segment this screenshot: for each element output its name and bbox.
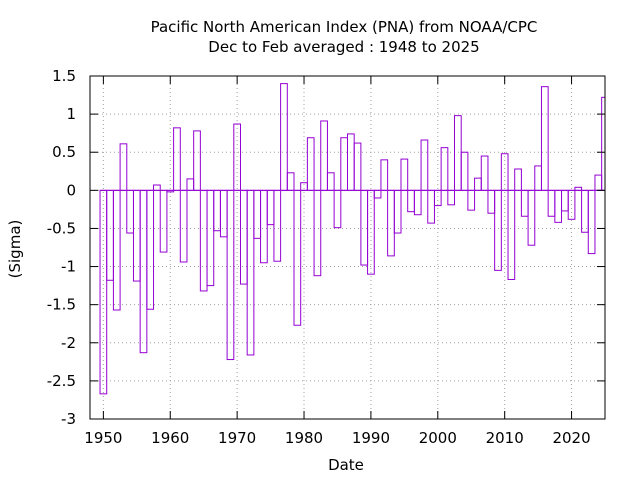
data-bar <box>280 83 288 191</box>
x-tick-label: 1960 <box>151 429 189 447</box>
y-tick-label: -2 <box>61 334 76 352</box>
data-bar <box>420 139 429 191</box>
data-bar <box>601 96 606 191</box>
data-bar <box>487 189 496 214</box>
y-axis-label: (Sigma) <box>6 220 24 279</box>
data-bar <box>300 182 308 191</box>
data-bar <box>387 189 395 257</box>
x-tick-labels: 1950 1960 1970 1980 1990 2000 2010 2020 <box>84 429 590 447</box>
x-tick-label: 1980 <box>285 429 323 447</box>
data-bar <box>547 189 556 217</box>
data-bar <box>447 189 456 206</box>
data-bar <box>480 155 489 191</box>
data-bar <box>407 189 415 213</box>
data-bar <box>173 127 181 191</box>
data-bar <box>213 189 221 232</box>
data-bar <box>494 189 502 271</box>
y-tick-label: -2.5 <box>47 372 76 390</box>
data-bar <box>467 189 476 211</box>
x-tick-label: 1990 <box>352 429 390 447</box>
data-bar <box>427 189 435 224</box>
data-bar <box>126 189 134 234</box>
data-bar <box>561 189 569 212</box>
data-bar <box>153 184 161 191</box>
data-bar <box>266 189 275 226</box>
data-bar <box>594 174 603 191</box>
data-bar <box>159 189 168 253</box>
y-tick-label: -1.5 <box>47 296 76 314</box>
data-bar <box>333 189 342 229</box>
x-tick-label: 1950 <box>84 429 122 447</box>
y-tick-label: 0.5 <box>52 143 76 161</box>
data-bar <box>313 189 322 277</box>
data-bar <box>326 172 335 191</box>
y-tick-label: -3 <box>61 410 76 428</box>
data-bar <box>454 115 462 191</box>
y-tick-label: 1 <box>66 105 76 123</box>
y-tick-label: -0.5 <box>47 219 76 237</box>
data-bar <box>273 189 282 262</box>
data-bar <box>440 147 449 191</box>
data-bar <box>360 189 369 266</box>
data-bar <box>393 189 402 234</box>
data-bar <box>146 189 155 310</box>
x-tick-label: 2000 <box>419 429 457 447</box>
plot-frame <box>89 75 606 420</box>
y-tick-label: 0 <box>66 181 76 199</box>
data-bar <box>246 189 255 356</box>
data-bar <box>460 151 469 191</box>
y-tick-labels: -3 -2.5 -2 -1.5 -1 -0.5 0 0.5 1 1.5 <box>47 67 76 428</box>
data-bars <box>99 83 606 395</box>
chart-subtitle: Dec to Feb averaged : 1948 to 2025 <box>208 38 479 56</box>
data-bar <box>186 178 195 191</box>
data-bar <box>193 130 201 191</box>
data-bar <box>306 137 315 191</box>
data-bar <box>132 189 141 282</box>
data-bar <box>554 189 563 223</box>
data-bar <box>373 189 382 199</box>
data-bar <box>286 172 295 191</box>
data-bar <box>219 189 228 238</box>
data-bar <box>527 189 536 246</box>
data-bar <box>353 142 362 191</box>
data-bar <box>239 189 248 285</box>
data-bar <box>179 189 188 263</box>
data-bar <box>507 189 516 281</box>
data-bar <box>534 165 542 191</box>
data-bar <box>112 189 121 311</box>
data-bar <box>347 133 355 191</box>
data-bar <box>587 189 596 255</box>
x-tick-label: 2010 <box>486 429 524 447</box>
x-tick-label: 1970 <box>218 429 256 447</box>
data-bar <box>320 120 328 191</box>
chart-title: Pacific North American Index (PNA) from … <box>151 18 538 36</box>
data-bar <box>260 189 268 264</box>
x-tick-label: 2020 <box>552 429 590 447</box>
data-bar <box>520 189 529 217</box>
data-bar <box>199 189 208 292</box>
data-bar <box>581 189 589 233</box>
data-bar <box>400 158 409 191</box>
data-bar <box>139 189 148 354</box>
data-bar <box>119 143 128 191</box>
data-bar <box>253 189 262 239</box>
data-bar <box>540 86 549 191</box>
data-bar <box>340 137 348 191</box>
data-bar <box>226 189 235 361</box>
x-axis-label: Date <box>328 456 364 474</box>
data-bar <box>474 177 482 191</box>
data-bar <box>514 168 522 191</box>
data-bar <box>206 189 215 287</box>
data-bar <box>380 159 389 191</box>
y-tick-label: 1.5 <box>52 67 76 85</box>
data-bar <box>413 189 422 216</box>
y-tick-label: -1 <box>61 258 76 276</box>
